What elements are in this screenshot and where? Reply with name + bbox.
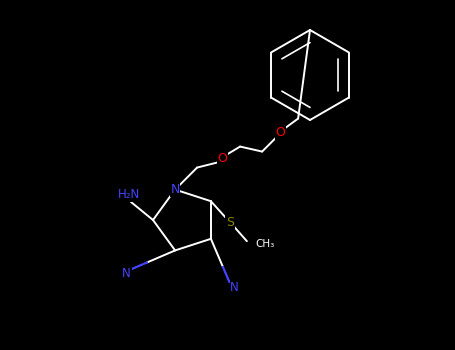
Text: CH₃: CH₃ — [255, 239, 274, 249]
Text: H₂N: H₂N — [118, 189, 140, 202]
Text: S: S — [226, 216, 234, 229]
Text: N: N — [171, 183, 180, 196]
Text: N: N — [230, 281, 239, 294]
Text: O: O — [217, 152, 227, 165]
Text: O: O — [275, 126, 285, 139]
Text: N: N — [122, 267, 131, 280]
